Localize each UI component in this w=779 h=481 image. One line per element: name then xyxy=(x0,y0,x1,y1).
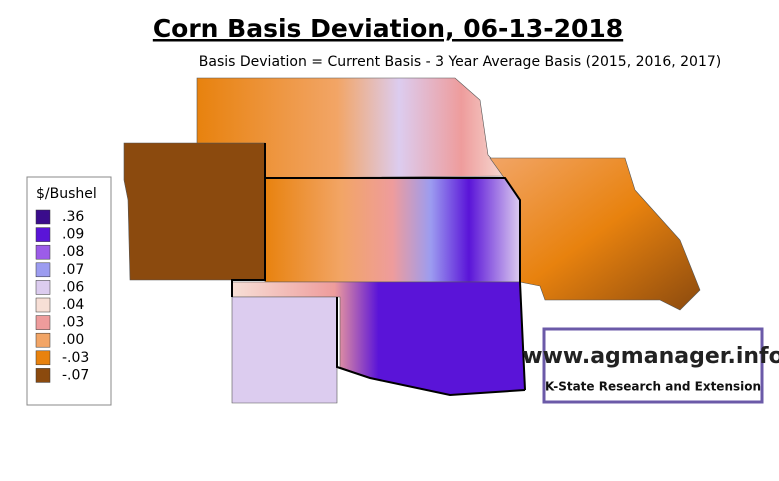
legend-label: -.03 xyxy=(62,350,89,366)
title: Corn Basis Deviation, 06-13-2018 xyxy=(153,14,623,43)
state-border xyxy=(265,177,526,391)
legend-label: .04 xyxy=(62,297,84,313)
legend-label: -.07 xyxy=(62,367,89,383)
legend-label: .09 xyxy=(62,227,84,243)
legend-label: .00 xyxy=(62,332,84,348)
legend-swatch xyxy=(35,262,51,278)
legend-label: .08 xyxy=(62,244,84,260)
state-border xyxy=(231,143,266,297)
legend-swatch xyxy=(35,368,51,383)
legend-swatch xyxy=(35,227,51,242)
legend-swatch xyxy=(35,297,51,313)
legend-swatch xyxy=(35,280,51,295)
logo: www.agmanager.info K-State Research and … xyxy=(522,327,779,404)
legend-label: .03 xyxy=(62,315,84,331)
texas-panhandle xyxy=(231,296,338,404)
logo-org: K-State Research and Extension xyxy=(545,380,761,394)
legend-title: $/Bushel xyxy=(36,186,97,202)
legend-swatch xyxy=(35,209,51,225)
kansas xyxy=(264,177,521,283)
subtitle: Basis Deviation = Current Basis - 3 Year… xyxy=(199,54,721,70)
legend-swatch xyxy=(35,332,51,348)
map xyxy=(123,77,701,404)
logo-box xyxy=(542,327,764,404)
legend-swatch xyxy=(35,315,51,330)
legend-swatch xyxy=(35,350,51,366)
logo-url: www.agmanager.info xyxy=(522,344,779,369)
legend: $/Bushel .36 .09.08 .07.06 .04 .03.00 -.03-.0… xyxy=(26,176,112,406)
legend-swatch xyxy=(35,244,51,260)
colorado xyxy=(123,142,266,281)
missouri xyxy=(489,157,701,311)
legend-label: .06 xyxy=(62,279,84,295)
legend-label: .07 xyxy=(62,262,84,278)
state-border xyxy=(336,297,526,397)
legend-label: .36 xyxy=(62,209,84,225)
